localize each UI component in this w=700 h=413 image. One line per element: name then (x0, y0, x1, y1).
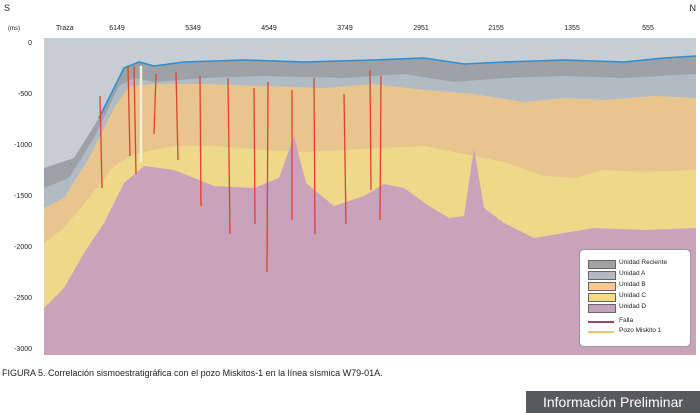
legend-label: Falla (619, 317, 634, 324)
y-tick-label: -2500 (14, 295, 32, 302)
direction-north: N (689, 3, 697, 13)
direction-south: S (4, 3, 11, 13)
unit-d (44, 136, 696, 355)
trace-label: 2951 (413, 25, 429, 32)
y-tick-label: -1500 (14, 193, 32, 200)
fault-line (369, 69, 372, 191)
fault-line (313, 77, 316, 235)
fault-line (175, 71, 179, 161)
y-tick-label: 0 (28, 40, 32, 47)
legend-item: Pozo Miskito 1 (588, 327, 686, 337)
legend-item: Unidad Reciente (588, 259, 686, 269)
legend-line-falla (588, 321, 614, 323)
legend-label: Pozo Miskito 1 (619, 327, 662, 334)
seismic-section (44, 38, 696, 355)
traza-label: Traza (56, 25, 74, 32)
trace-label: 3749 (337, 25, 353, 32)
fault-line (253, 87, 256, 225)
legend-item: Unidad B (588, 281, 686, 291)
fault-line (266, 81, 269, 273)
trace-label: 555 (642, 25, 654, 32)
legend-item: Falla (588, 317, 686, 327)
seabed-reflector (98, 55, 696, 119)
y-axis-unit: (ms) (8, 26, 20, 32)
fault-line (133, 65, 137, 175)
legend-swatch (588, 282, 616, 291)
trace-label: 4549 (261, 25, 277, 32)
legend-item: Unidad D (588, 303, 686, 313)
fault-line (99, 95, 103, 189)
legend-swatch (588, 260, 616, 269)
fault-lines (99, 65, 382, 273)
fault-line (227, 77, 231, 235)
legend-swatch (588, 293, 616, 302)
preliminary-badge: Información Preliminar (526, 391, 700, 413)
fault-line (127, 65, 131, 157)
trace-label: 5349 (185, 25, 201, 32)
trace-label: 1355 (564, 25, 580, 32)
legend-item: Unidad A (588, 270, 686, 280)
fault-line (199, 75, 202, 207)
legend-label: Unidad B (619, 281, 646, 288)
fault-line (343, 93, 347, 225)
legend-label: Unidad D (619, 303, 647, 310)
legend-label: Unidad C (619, 292, 647, 299)
legend-item: Unidad C (588, 292, 686, 302)
fault-line (153, 73, 157, 135)
legend-line-pozo (588, 331, 614, 333)
y-tick-label: -2000 (14, 244, 32, 251)
y-tick-label: -1000 (14, 142, 32, 149)
y-tick-label: -3000 (14, 346, 32, 353)
fault-line (379, 75, 382, 221)
legend-label: Unidad A (619, 270, 646, 277)
trace-label: 2155 (488, 25, 504, 32)
legend: Unidad Reciente Unidad A Unidad B Unidad… (579, 249, 691, 347)
legend-swatch (588, 271, 616, 280)
legend-label: Unidad Reciente (619, 259, 668, 266)
y-tick-label: -500 (17, 91, 32, 98)
figure-caption: FIGURA 5. Correlación sismoestratigráfic… (2, 368, 383, 378)
trace-label: 6149 (109, 25, 125, 32)
legend-swatch (588, 304, 616, 313)
